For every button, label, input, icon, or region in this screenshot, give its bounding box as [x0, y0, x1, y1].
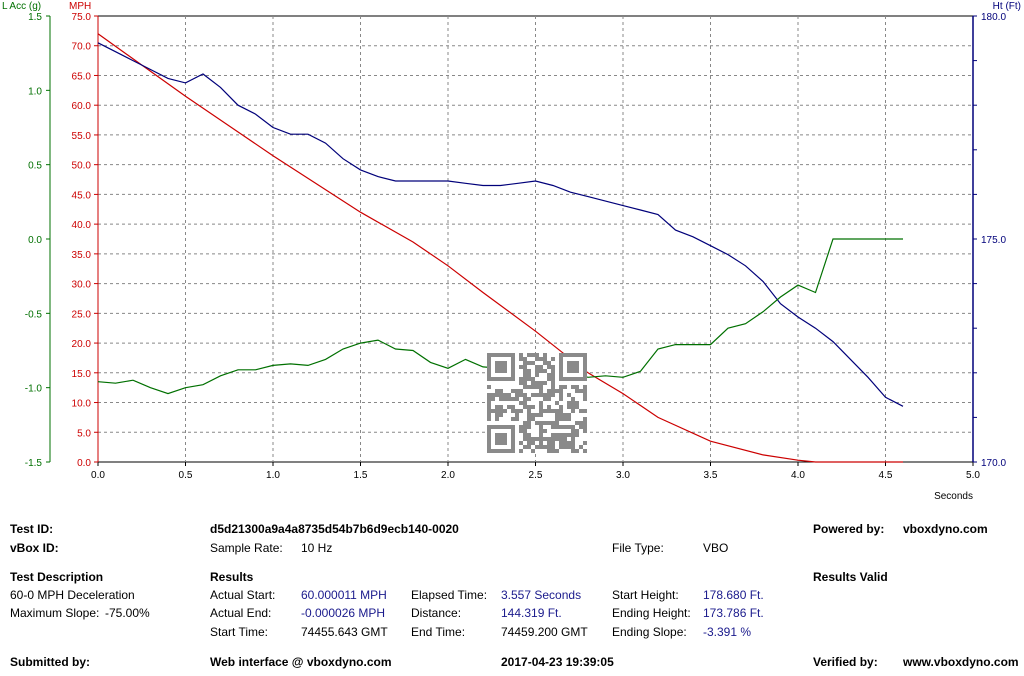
elapsed-time-value: 3.557 Seconds	[501, 588, 582, 602]
actual-end-label: Actual End:	[210, 606, 272, 620]
sample-rate-value: 10 Hz	[301, 541, 333, 555]
x-tick-label: 3.0	[616, 470, 630, 481]
ending-height-value: 173.786 Ft.	[703, 606, 764, 620]
mph-axis-label: MPH	[69, 1, 91, 12]
mph-tick-label: 25.0	[72, 309, 92, 320]
elapsed-time-label: Elapsed Time:	[411, 588, 488, 602]
verified-by-label: Verified by:	[813, 655, 878, 669]
test-description-value: 60-0 MPH Deceleration	[10, 588, 135, 602]
lacc-tick-label: 0.0	[28, 235, 42, 246]
powered-by-label: Powered by:	[813, 522, 885, 536]
web-interface-link[interactable]: Web interface @ vboxdyno.com	[210, 655, 392, 669]
mph-tick-label: 40.0	[72, 220, 92, 231]
ending-height-label: Ending Height:	[612, 606, 691, 620]
file-type-value: VBO	[703, 541, 729, 555]
mph-tick-label: 70.0	[72, 42, 92, 53]
lacc-tick-label: 1.5	[28, 12, 42, 23]
qr-code	[487, 353, 587, 453]
x-tick-label: 0.5	[179, 470, 193, 481]
actual-start-value: 60.000011 MPH	[301, 588, 387, 602]
test-id-value: d5d21300a9a4a8735d54b7b6d9ecb140-0020	[210, 522, 459, 536]
powered-by-value: vboxdyno.com	[903, 522, 988, 536]
lacc-axis-label: L Acc (g)	[2, 1, 41, 12]
start-time-label: Start Time:	[210, 625, 269, 639]
start-height-label: Start Height:	[612, 588, 679, 602]
results-label: Results	[210, 570, 254, 584]
lacc-tick-label: -1.5	[25, 458, 43, 469]
x-tick-label: 0.0	[91, 470, 105, 481]
end-time-value: 74459.200 GMT	[501, 625, 588, 639]
mph-tick-label: 50.0	[72, 161, 92, 172]
x-tick-label: 2.0	[441, 470, 455, 481]
max-slope-label: Maximum Slope:	[10, 606, 100, 620]
lacc-tick-label: 1.0	[28, 86, 42, 97]
test-description-label: Test Description	[10, 570, 104, 584]
file-type-label: File Type:	[612, 541, 664, 555]
x-tick-label: 4.5	[879, 470, 893, 481]
actual-start-label: Actual Start:	[210, 588, 276, 602]
datetime: 2017-04-23 19:39:05	[501, 655, 614, 669]
mph-tick-label: 60.0	[72, 101, 92, 112]
mph-tick-label: 15.0	[72, 369, 92, 380]
mph-tick-label: 5.0	[77, 428, 91, 439]
x-tick-label: 3.5	[704, 470, 718, 481]
lacc-tick-label: -1.0	[25, 384, 43, 395]
ht-series-line	[97, 42, 904, 407]
start-time-value: 74455.643 GMT	[301, 625, 388, 639]
mph-tick-label: 10.0	[72, 399, 92, 410]
x-tick-label: 1.0	[266, 470, 280, 481]
verified-by-value[interactable]: www.vboxdyno.com	[903, 655, 1019, 669]
mph-tick-label: 35.0	[72, 250, 92, 261]
mph-tick-label: 75.0	[72, 12, 92, 23]
ht-tick-label: 175.0	[981, 235, 1006, 246]
ht-tick-label: 170.0	[981, 458, 1006, 469]
x-tick-label: 5.0	[966, 470, 980, 481]
mph-tick-label: 55.0	[72, 131, 92, 142]
sample-rate-label: Sample Rate:	[210, 541, 283, 555]
mph-tick-label: 30.0	[72, 280, 92, 291]
mph-tick-label: 45.0	[72, 190, 92, 201]
ending-slope-label: Ending Slope:	[612, 625, 687, 639]
distance-value: 144.319 Ft.	[501, 606, 562, 620]
mph-series-line	[97, 33, 903, 463]
submitted-by-label: Submitted by:	[10, 655, 90, 669]
results-valid: Results Valid	[813, 570, 888, 584]
ht-tick-label: 180.0	[981, 12, 1006, 23]
ending-slope-value: -3.391 %	[703, 625, 752, 639]
x-tick-label: 1.5	[354, 470, 368, 481]
end-time-label: End Time:	[411, 625, 466, 639]
mph-tick-label: 65.0	[72, 71, 92, 82]
ht-axis-label: Ht (Ft)	[993, 1, 1021, 12]
x-tick-label: 2.5	[529, 470, 543, 481]
x-tick-label: 4.0	[791, 470, 805, 481]
mph-tick-label: 0.0	[77, 458, 91, 469]
start-height-value: 178.680 Ft.	[703, 588, 764, 602]
lacc-tick-label: 0.5	[28, 161, 42, 172]
x-axis-label: Seconds	[934, 491, 973, 502]
test-id-label: Test ID:	[10, 522, 54, 536]
max-slope-value: -75.00%	[105, 606, 150, 620]
distance-label: Distance:	[411, 606, 462, 620]
lacc-tick-label: -0.5	[25, 309, 43, 320]
vbox-id-label: vBox ID:	[10, 541, 59, 555]
mph-tick-label: 20.0	[72, 339, 92, 350]
actual-end-value: -0.000026 MPH	[301, 606, 386, 620]
test-chart: 0.0 0.5 1.0 1.5 2.0 2.5 3.0 3.5 4.0 4.5 5.0 Seconds…	[2, 1, 1021, 502]
